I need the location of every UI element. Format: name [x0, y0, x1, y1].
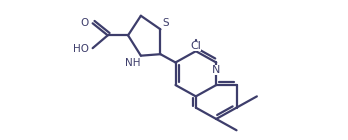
Text: NH: NH	[125, 58, 140, 68]
Text: Cl: Cl	[190, 41, 201, 51]
Text: O: O	[81, 18, 89, 28]
Text: S: S	[162, 18, 168, 28]
Text: N: N	[212, 65, 220, 75]
Text: HO: HO	[73, 44, 89, 54]
